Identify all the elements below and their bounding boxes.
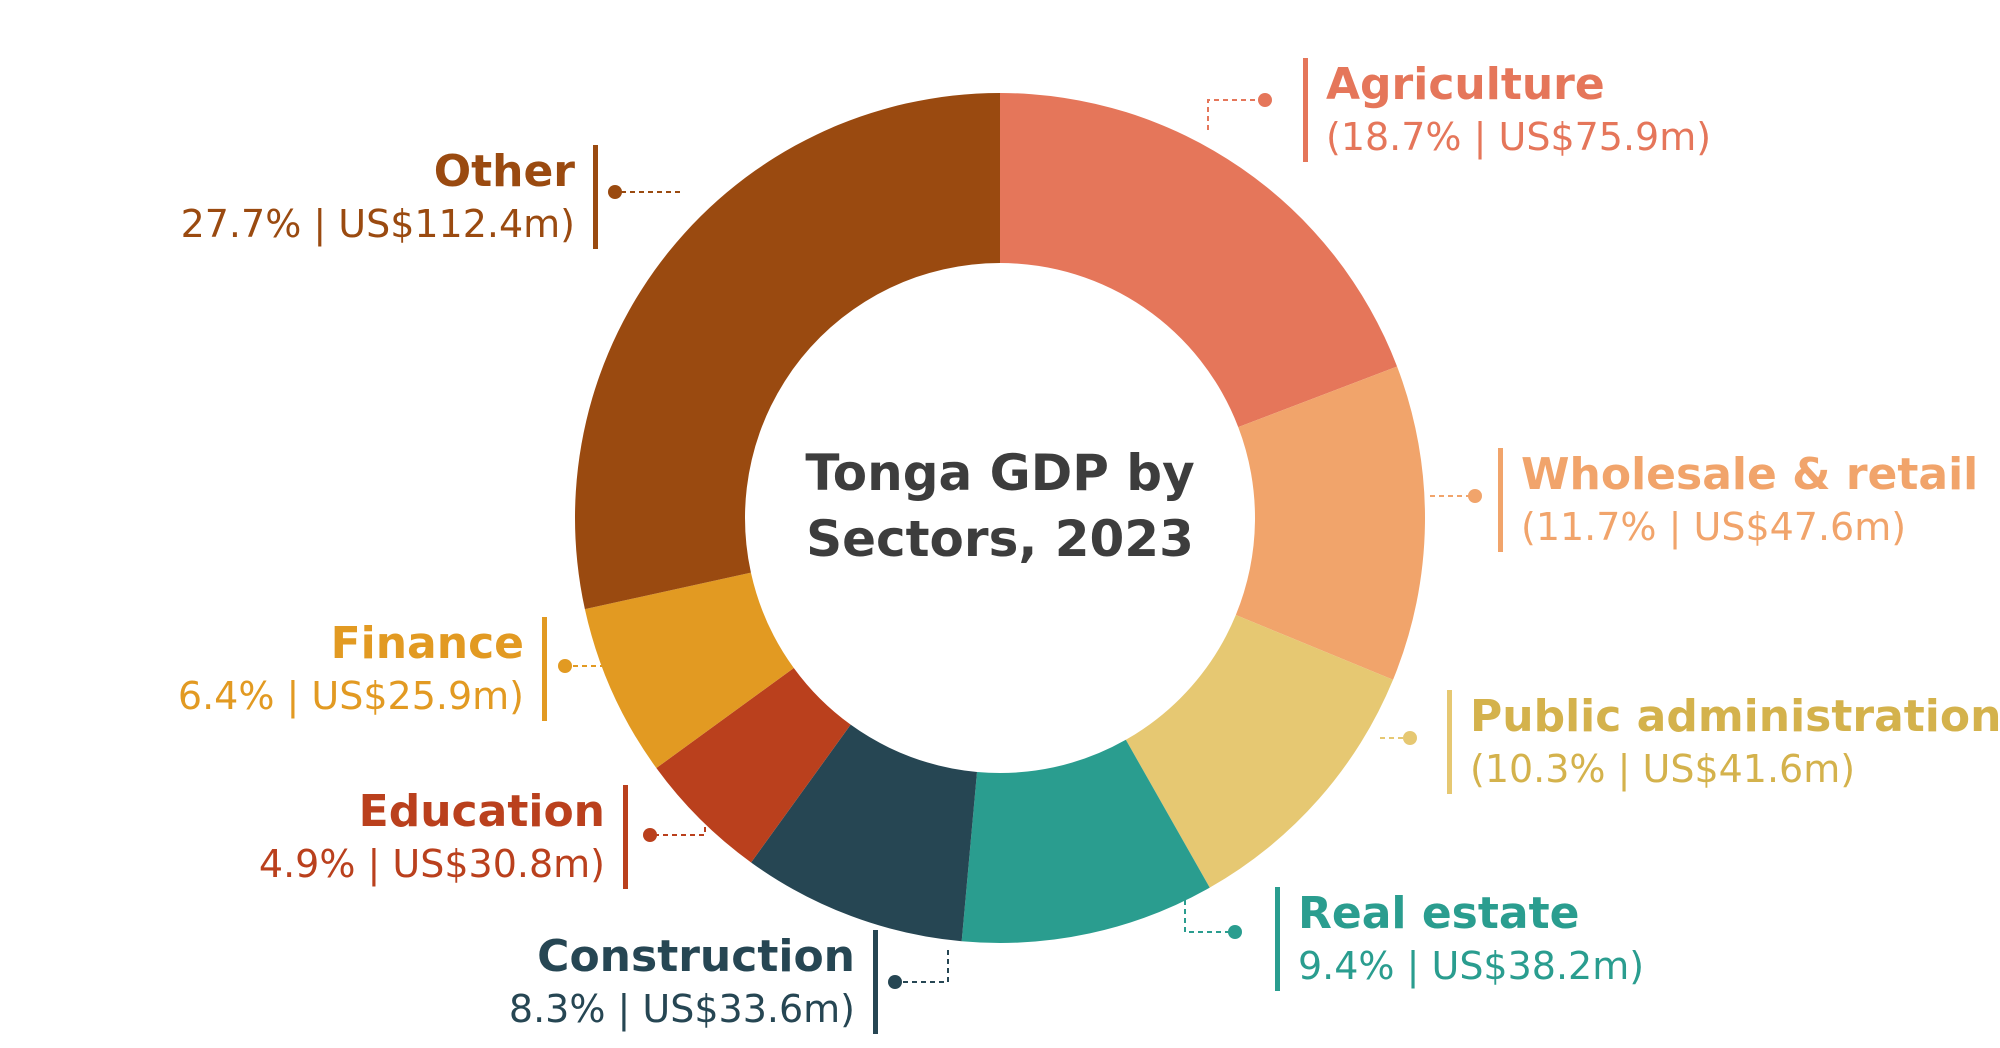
label-name: Real estate xyxy=(1298,888,1580,939)
leader-dot xyxy=(608,185,622,199)
slice-real-estate xyxy=(961,739,1210,943)
leader-line xyxy=(650,800,706,836)
label-real-estate: Real estate 9.4% | US$38.2m) xyxy=(1275,887,1644,991)
label-construction: Construction 8.3% | US$33.6m) xyxy=(509,930,878,1034)
leader-dot xyxy=(643,828,657,842)
label-name: Construction xyxy=(537,931,855,982)
chart-title-line-2: Sectors, 2023 xyxy=(806,510,1194,568)
leader-dot xyxy=(1468,489,1482,503)
label-public-administration: Public administration (10.3% | US$41.6m) xyxy=(1447,690,2000,794)
leader-line xyxy=(895,950,949,983)
leader-line xyxy=(1207,99,1265,130)
leader-dot xyxy=(1228,925,1242,939)
slice-other xyxy=(574,93,1000,610)
label-name: Agriculture xyxy=(1326,59,1605,110)
slice-public-administration xyxy=(1125,615,1394,888)
label-value: 6.4% | US$25.9m) xyxy=(177,674,524,718)
leader-dot xyxy=(1258,93,1272,107)
label-name: Public administration xyxy=(1470,691,2000,742)
leader-dot xyxy=(888,975,902,989)
label-name: Finance xyxy=(330,618,524,669)
label-value: 4.9% | US$30.8m) xyxy=(258,842,605,886)
label-other: Other 27.7% | US$112.4m) xyxy=(181,145,598,249)
label-value: 8.3% | US$33.6m) xyxy=(508,987,855,1031)
label-name: Wholesale & retail xyxy=(1521,449,1979,500)
slice-agriculture xyxy=(1000,93,1398,428)
label-finance: Finance 6.4% | US$25.9m) xyxy=(178,617,547,721)
slice-finance xyxy=(584,572,794,769)
leader-line xyxy=(1184,900,1235,933)
label-value: 27.7% | US$112.4m) xyxy=(180,202,575,246)
chart-title-line-1: Tonga GDP by xyxy=(805,444,1195,502)
label-value: (18.7% | US$75.9m) xyxy=(1326,115,1712,159)
label-agriculture: Agriculture (18.7% | US$75.9m) xyxy=(1303,58,1711,162)
slice-construction xyxy=(751,724,978,942)
leader-dot xyxy=(558,659,572,673)
label-value: 9.4% | US$38.2m) xyxy=(1298,944,1645,988)
label-name: Other xyxy=(433,146,575,197)
label-name: Education xyxy=(358,786,605,837)
label-value: (10.3% | US$41.6m) xyxy=(1470,747,1856,791)
label-wholesale-retail: Wholesale & retail (11.7% | US$47.6m) xyxy=(1498,448,1978,552)
leader-dot xyxy=(1403,731,1417,745)
chart-title: Tonga GDP by Sectors, 2023 xyxy=(780,440,1220,572)
label-value: (11.7% | US$47.6m) xyxy=(1521,505,1907,549)
slice-wholesale-retail xyxy=(1235,366,1425,680)
label-education: Education 4.9% | US$30.8m) xyxy=(259,785,628,889)
